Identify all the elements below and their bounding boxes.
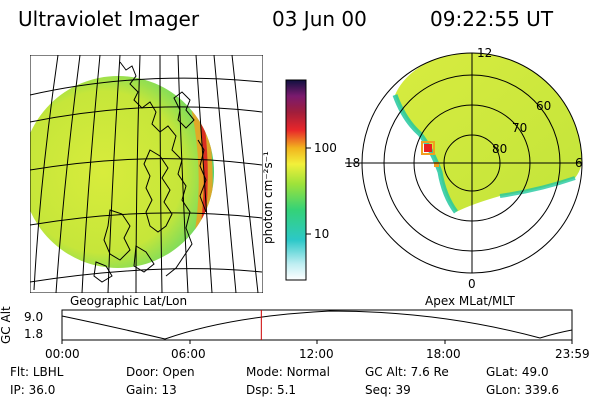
apex-caption: Apex MLat/MLT <box>425 294 515 308</box>
mlat-label-70: 70 <box>512 121 528 135</box>
auroral-image <box>392 53 582 214</box>
status-glat: GLat: 49.0 <box>486 365 549 379</box>
geographic-caption: Geographic Lat/Lon <box>70 294 188 308</box>
altitude-ylabel: GC Alt <box>0 306 13 344</box>
altitude-ytick-low: 1.8 <box>24 327 44 341</box>
status-door: Door: Open <box>126 365 195 379</box>
status-flt: Flt: LBHL <box>10 365 64 379</box>
bright-spot <box>424 144 432 152</box>
colorbar <box>285 79 311 281</box>
altitude-plot <box>61 309 573 344</box>
earth-disk <box>30 76 214 268</box>
status-dsp: Dsp: 5.1 <box>246 383 297 397</box>
time-label-2359: 23:59 <box>555 347 590 361</box>
time-label-1800: 18:00 <box>426 347 461 361</box>
altitude-ytick-high: 9.0 <box>24 310 44 324</box>
time-label-1200: 12:00 <box>299 347 334 361</box>
status-gc-alt: GC Alt: 7.6 Re <box>365 365 449 379</box>
colorbar-label-100: 100 <box>314 141 337 155</box>
status-ip: IP: 36.0 <box>10 383 56 397</box>
colorbar-unit-label: photon cm⁻²s⁻¹ <box>261 151 275 244</box>
oval-edge-lower <box>499 176 576 198</box>
observation-date: 03 Jun 00 <box>272 7 367 31</box>
status-seq: Seq: 39 <box>365 383 411 397</box>
auroral-oval <box>395 53 582 212</box>
colorbar-gradient <box>285 79 307 281</box>
altitude-curve <box>61 310 573 340</box>
time-label-0600: 06:00 <box>171 347 206 361</box>
time-ticks <box>61 340 573 344</box>
geographic-image <box>30 55 263 293</box>
time-label-0000: 00:00 <box>45 347 80 361</box>
mlat-label-60: 60 <box>536 99 552 113</box>
mlt-label-12: 12 <box>477 46 493 60</box>
minor-spot <box>434 162 439 167</box>
polar-grid <box>345 52 583 274</box>
instrument-title: Ultraviolet Imager <box>18 7 200 31</box>
mlt-label-18: 18 <box>345 156 361 170</box>
observation-time: 09:22:55 UT <box>430 7 554 31</box>
coastlines <box>93 61 207 283</box>
longitude-lines <box>33 55 259 293</box>
status-mode: Mode: Normal <box>246 365 330 379</box>
mlt-label-0: 0 <box>468 277 476 291</box>
polar-plot <box>345 52 583 274</box>
mlt-label-6: 6 <box>575 156 583 170</box>
mlat-label-80: 80 <box>492 142 508 156</box>
bright-spot-halo <box>421 141 435 155</box>
status-glon: GLon: 339.6 <box>486 383 559 397</box>
latitude-lines <box>30 77 263 283</box>
altitude-frame <box>61 309 573 341</box>
colorbar-label-10: 10 <box>314 227 330 241</box>
status-gain: Gain: 13 <box>126 383 177 397</box>
